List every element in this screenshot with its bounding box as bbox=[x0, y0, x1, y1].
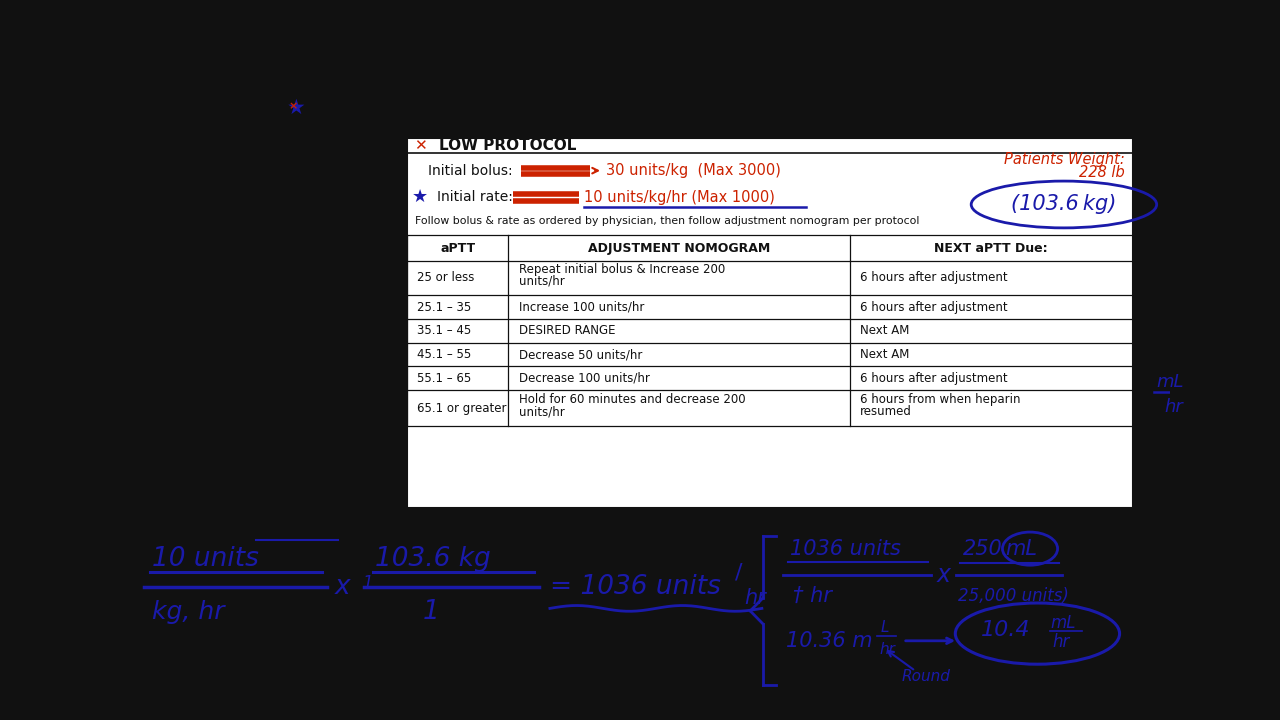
Text: units/hr: units/hr bbox=[520, 405, 564, 418]
Text: (103.6 kg): (103.6 kg) bbox=[1011, 194, 1116, 215]
Text: ★: ★ bbox=[287, 98, 305, 118]
Text: Initial bolus:: Initial bolus: bbox=[428, 163, 513, 178]
Text: Initial rate:: Initial rate: bbox=[436, 190, 512, 204]
Text: Round: Round bbox=[901, 670, 951, 684]
Text: Hold for 60 minutes and decrease 200: Hold for 60 minutes and decrease 200 bbox=[520, 393, 746, 406]
Text: 25,000 units): 25,000 units) bbox=[957, 588, 1069, 605]
Text: 10 units/kg/hr (Max 1000): 10 units/kg/hr (Max 1000) bbox=[584, 190, 774, 204]
Text: hr: hr bbox=[1165, 397, 1184, 416]
Text: resumed: resumed bbox=[860, 405, 913, 418]
Text: mL: mL bbox=[1006, 539, 1038, 559]
Text: ×: × bbox=[289, 102, 298, 112]
Text: 103.6 kg: 103.6 kg bbox=[375, 546, 490, 572]
Text: 30 units/kg  (Max 3000): 30 units/kg (Max 3000) bbox=[607, 163, 781, 178]
Text: ✕: ✕ bbox=[415, 138, 428, 153]
Text: L: L bbox=[881, 621, 890, 635]
Text: 1036 units: 1036 units bbox=[791, 539, 901, 559]
Text: mL: mL bbox=[1050, 613, 1075, 632]
Text: 6 hours after adjustment: 6 hours after adjustment bbox=[860, 372, 1007, 385]
Bar bbox=[407, 138, 1133, 508]
Text: 45.1 – 55: 45.1 – 55 bbox=[417, 348, 472, 361]
Text: You are given the following heparin protocol: You are given the following heparin prot… bbox=[394, 18, 886, 38]
Text: Repeat initial bolus & Increase 200: Repeat initial bolus & Increase 200 bbox=[520, 264, 726, 276]
Text: DESIRED RANGE: DESIRED RANGE bbox=[520, 324, 616, 338]
Text: x: x bbox=[937, 562, 951, 587]
Text: 1: 1 bbox=[422, 599, 439, 625]
Text: Decrease 100 units/hr: Decrease 100 units/hr bbox=[520, 372, 650, 385]
Text: LOW PROTOCOL: LOW PROTOCOL bbox=[439, 138, 576, 153]
Text: hr: hr bbox=[879, 642, 896, 657]
Text: x: x bbox=[335, 574, 351, 600]
Text: Decrease 50 units/hr: Decrease 50 units/hr bbox=[520, 348, 643, 361]
Text: † hr: † hr bbox=[792, 586, 832, 606]
Text: 6 hours from when heparin: 6 hours from when heparin bbox=[860, 393, 1020, 406]
Text: Next AM: Next AM bbox=[860, 348, 910, 361]
Text: 6 hours after adjustment: 6 hours after adjustment bbox=[860, 300, 1007, 314]
Text: mL: mL bbox=[1156, 373, 1184, 390]
Text: 65.1 or greater: 65.1 or greater bbox=[417, 402, 507, 415]
Text: kg, hr: kg, hr bbox=[152, 600, 225, 624]
Text: NEXT aPTT Due:: NEXT aPTT Due: bbox=[934, 241, 1048, 255]
Text: Available (for bolus):  2000 units/mL: Available (for bolus): 2000 units/mL bbox=[360, 83, 675, 101]
Text: 228 lb: 228 lb bbox=[1079, 166, 1124, 180]
Text: ★: ★ bbox=[412, 188, 429, 206]
Text: 35.1 – 45: 35.1 – 45 bbox=[417, 324, 472, 338]
Text: ADJUSTMENT NOMOGRAM: ADJUSTMENT NOMOGRAM bbox=[588, 241, 771, 255]
Text: 25 or less: 25 or less bbox=[417, 271, 475, 284]
Text: 6 hours after adjustment: 6 hours after adjustment bbox=[860, 271, 1007, 284]
Text: for a patient weighing 228 pounds.  Answer the questions below.: for a patient weighing 228 pounds. Answe… bbox=[278, 50, 1002, 71]
Text: 2.  How many units/hr should the patient receive for the initial infusion?  What: 2. How many units/hr should the patient … bbox=[129, 520, 1023, 534]
Text: 250: 250 bbox=[964, 539, 1004, 559]
Text: 10 units: 10 units bbox=[152, 546, 260, 572]
Text: 55.1 – 65: 55.1 – 65 bbox=[417, 372, 472, 385]
Text: Follow bolus & rate as ordered by physician, then follow adjustment nomogram per: Follow bolus & rate as ordered by physic… bbox=[415, 216, 920, 226]
Text: Next AM: Next AM bbox=[860, 324, 910, 338]
Text: 25.1 – 35: 25.1 – 35 bbox=[417, 300, 472, 314]
Text: Patients Weight:: Patients Weight: bbox=[1004, 153, 1124, 167]
Text: /: / bbox=[736, 562, 742, 582]
Text: 1: 1 bbox=[362, 575, 372, 592]
Text: Increase 100 units/hr: Increase 100 units/hr bbox=[520, 300, 644, 314]
Text: 10.36 m: 10.36 m bbox=[786, 631, 873, 651]
Text: hr: hr bbox=[1052, 634, 1070, 651]
Text: Available (for infusion):  25,000 units in 250 mL: Available (for infusion): 25,000 units i… bbox=[323, 99, 736, 117]
Text: 10.4: 10.4 bbox=[980, 620, 1030, 640]
Text: units/hr: units/hr bbox=[520, 275, 564, 288]
Text: aPTT: aPTT bbox=[440, 241, 475, 255]
Text: = 1036 units: = 1036 units bbox=[550, 574, 721, 600]
Text: hr: hr bbox=[744, 588, 765, 608]
